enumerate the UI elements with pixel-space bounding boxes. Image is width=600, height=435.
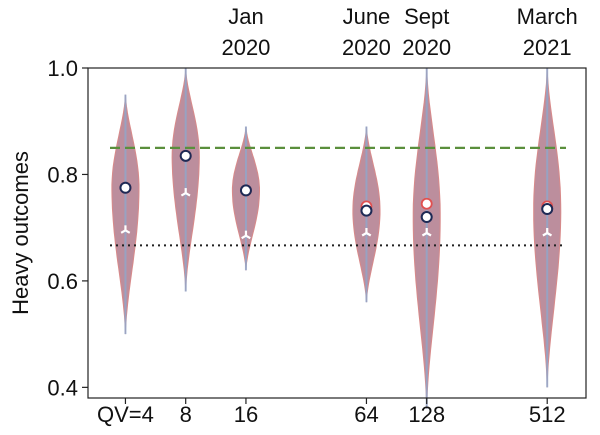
date-label-line2: 2020 [221,35,270,60]
date-label-line2: 2021 [523,35,572,60]
date-label-line2: 2020 [402,35,451,60]
median-marker-arm [185,192,191,197]
median-marker-arm [426,232,432,237]
median-marker [180,188,191,197]
date-label-line1: Jan [228,4,263,29]
plot-area [88,68,586,398]
y-tick-label: 0.6 [47,269,78,294]
x-tick-label: 128 [408,402,445,427]
median-marker-arm [365,232,372,237]
date-label-line1: Sept [404,4,449,29]
mean-marker [541,203,554,216]
mean-marker [179,149,192,162]
median-marker [542,228,553,237]
median-marker-arm [421,232,428,237]
median-marker-arm [361,232,368,237]
median-marker [361,228,372,237]
y-tick-label: 0.8 [47,162,78,187]
plot-frame [87,67,587,399]
median-marker-arm [546,232,553,237]
median-marker-arm [120,229,126,234]
x-tick-label: 64 [354,402,378,427]
x-tick-label: 16 [234,402,258,427]
median-marker-arm [180,192,187,197]
date-label-line2: 2020 [342,35,391,60]
x-tick-label: 8 [180,402,192,427]
mean-marker [239,184,252,197]
mean-marker-red [420,197,433,210]
median-marker [241,230,251,240]
mean-marker [360,204,373,217]
median-marker-arm [542,232,548,237]
y-tick-label: 0.4 [47,375,78,400]
y-axis-label: Heavy outcomes [8,151,33,315]
median-marker-arm [124,229,131,234]
mean-marker [420,211,433,224]
x-tick-label: QV=4 [97,402,154,427]
date-label-line1: March [517,4,578,29]
y-tick-label: 1.0 [47,56,78,81]
median-marker-arm [241,234,247,240]
x-tick-label: 512 [529,402,566,427]
mean-marker [119,181,132,194]
median-marker [120,225,131,234]
date-label-line1: June [343,4,391,29]
median-marker [421,228,432,237]
median-marker-arm [245,234,251,240]
